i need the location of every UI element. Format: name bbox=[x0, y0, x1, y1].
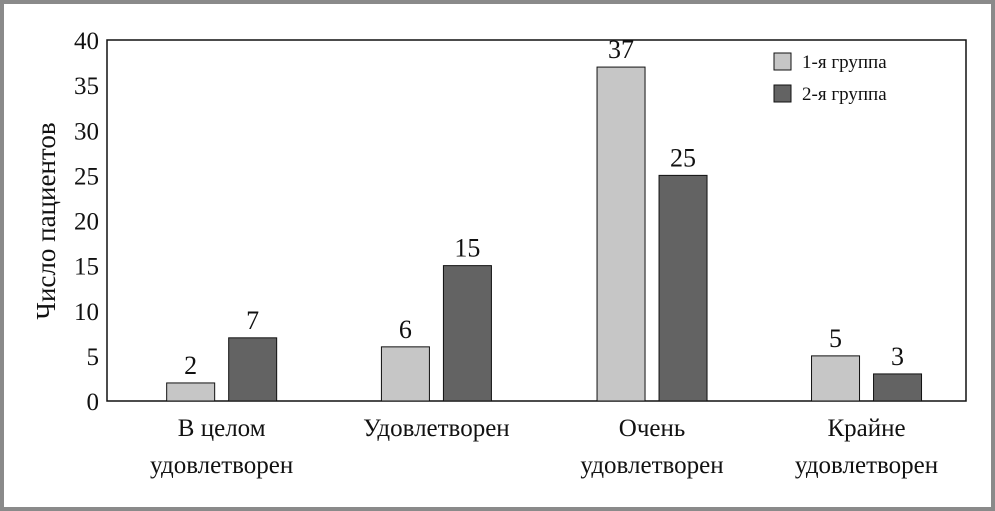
bar-2-3 bbox=[658, 174, 708, 402]
data-label: 15 bbox=[454, 234, 480, 263]
category-label: удовлетворен bbox=[795, 452, 938, 479]
bar-1-4 bbox=[811, 355, 861, 402]
data-label: 5 bbox=[829, 324, 842, 353]
bar-1-2 bbox=[380, 346, 430, 402]
legend-label: 2-я группа bbox=[802, 84, 887, 105]
bar-2-1 bbox=[228, 337, 278, 402]
y-tick-label: 20 bbox=[74, 209, 99, 236]
y-axis-title-group: Число пациентов bbox=[31, 122, 61, 319]
data-label: 25 bbox=[670, 143, 696, 172]
y-tick-label: 30 bbox=[74, 118, 99, 145]
y-tick-label: 35 bbox=[74, 73, 99, 100]
category-label: Удовлетворен bbox=[363, 415, 510, 442]
bar-2-2 bbox=[442, 265, 492, 402]
y-tick-label: 5 bbox=[87, 344, 100, 371]
y-tick-label: 25 bbox=[74, 163, 99, 190]
data-label: 2 bbox=[184, 351, 197, 380]
category-label: удовлетворен bbox=[580, 452, 723, 479]
legend: 1-я группа 2-я группа bbox=[773, 52, 887, 105]
category-label: Очень bbox=[619, 415, 686, 442]
data-label: 7 bbox=[246, 306, 259, 335]
bar-1-1 bbox=[166, 382, 216, 402]
y-axis-title: Число пациентов bbox=[31, 122, 61, 319]
data-label: 3 bbox=[891, 342, 904, 371]
category-label: В целом bbox=[178, 415, 266, 442]
plot-area bbox=[106, 39, 967, 402]
data-labels: 2 7 6 15 37 25 5 3 bbox=[184, 35, 904, 380]
legend-label: 1-я группа bbox=[802, 52, 887, 73]
legend-swatch-1 bbox=[773, 52, 792, 71]
y-axis-ticks: 0 5 10 15 20 25 30 35 40 bbox=[74, 28, 99, 416]
y-tick-label: 15 bbox=[74, 254, 99, 281]
y-tick-label: 40 bbox=[74, 28, 99, 55]
category-labels: В целом удовлетворен Удовлетворен Очень удов… bbox=[150, 415, 938, 479]
data-label: 6 bbox=[399, 315, 412, 344]
category-label: Крайне bbox=[827, 415, 905, 442]
bar-1-3 bbox=[596, 66, 646, 402]
bars bbox=[166, 66, 923, 402]
bar-2-4 bbox=[873, 373, 923, 402]
category-label: удовлетворен bbox=[150, 452, 293, 479]
y-tick-label: 0 bbox=[87, 389, 100, 416]
legend-swatch-2 bbox=[773, 84, 792, 103]
data-label: 37 bbox=[608, 35, 634, 64]
y-tick-label: 10 bbox=[74, 299, 99, 326]
